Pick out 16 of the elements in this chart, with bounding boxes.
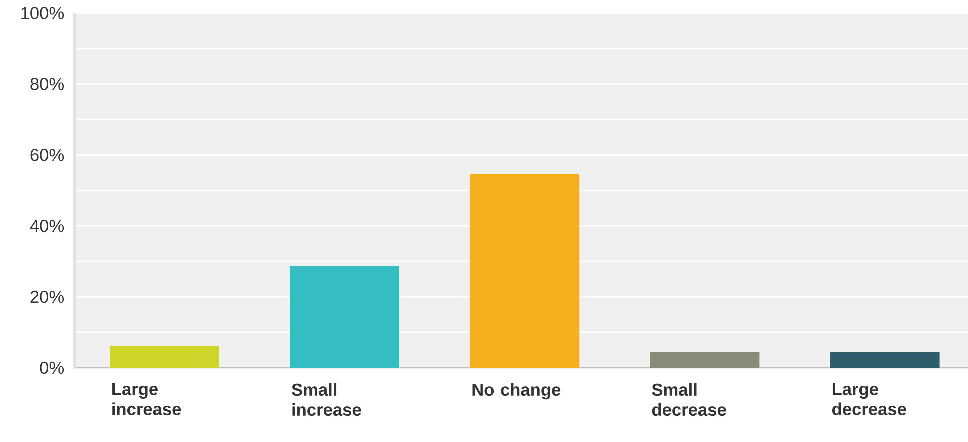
bar <box>830 352 940 368</box>
x-tick-label: Small decrease <box>652 383 726 416</box>
y-tick-label: 100% <box>22 7 64 20</box>
bar <box>650 352 760 368</box>
bar <box>290 266 400 368</box>
bar <box>470 174 580 368</box>
y-tick-label: 20% <box>30 290 64 304</box>
x-tick-label: Small increase <box>292 383 362 416</box>
y-tick-label: 60% <box>30 149 64 162</box>
bar <box>110 346 220 368</box>
y-tick-label: 40% <box>30 220 64 232</box>
x-tick-label: No change <box>472 383 561 400</box>
y-tick-label: 0% <box>40 362 64 374</box>
y-tick-label: 80% <box>30 78 64 90</box>
x-tick-label: Large decrease <box>832 383 906 416</box>
x-tick-label: Large increase <box>112 383 182 416</box>
